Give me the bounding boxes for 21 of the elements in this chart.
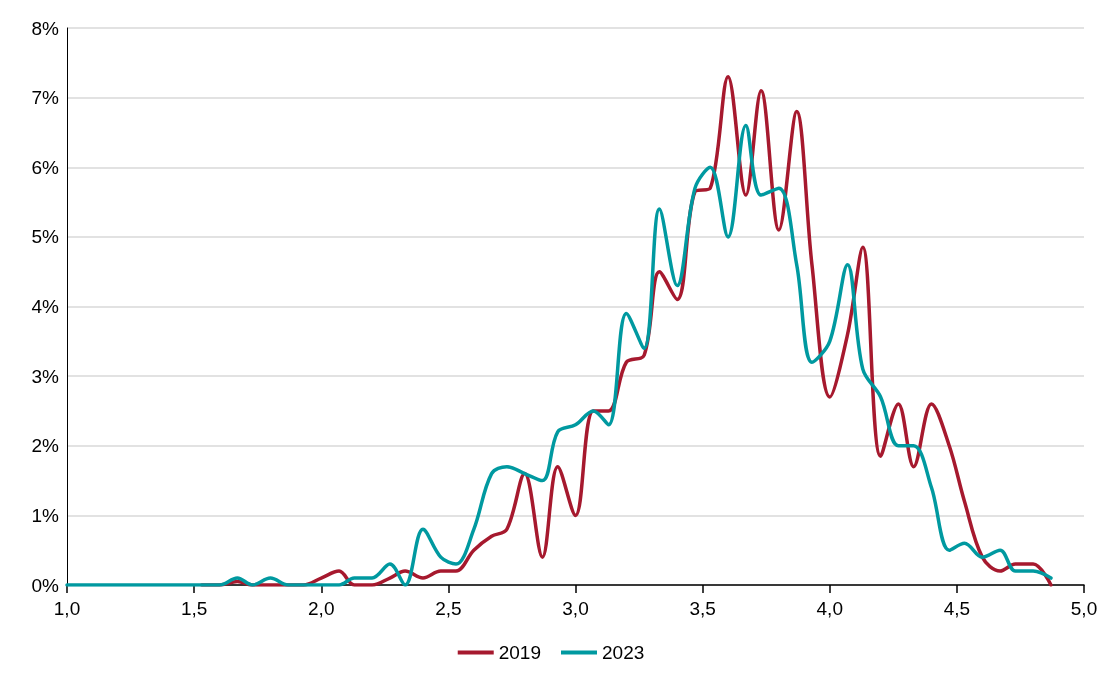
x-tick-label: 4,5 xyxy=(943,598,971,619)
y-tick-label: 1% xyxy=(31,504,60,526)
x-tick-label: 2,5 xyxy=(435,598,462,619)
legend-label: 2019 xyxy=(498,642,542,663)
y-tick-label: 0% xyxy=(31,574,60,596)
y-tick-label: 5% xyxy=(31,226,60,248)
x-tick-label: 4,0 xyxy=(816,598,843,619)
y-tick-label: 2% xyxy=(31,435,60,457)
legend-label: 2023 xyxy=(602,642,645,663)
y-tick-label: 6% xyxy=(31,156,60,178)
y-tick-label: 4% xyxy=(31,296,60,317)
y-tick-label: 3% xyxy=(31,365,60,387)
x-tick-label: 5,0 xyxy=(1070,598,1098,619)
y-tick-label: 7% xyxy=(31,87,60,109)
x-tick-label: 3,0 xyxy=(562,598,589,619)
x-tick-label: 1,5 xyxy=(180,598,208,619)
line-series xyxy=(65,123,1053,587)
y-tick-label: 8% xyxy=(31,17,60,39)
x-tick-label: 2,0 xyxy=(308,598,335,619)
x-tick-label: 3,5 xyxy=(689,598,716,619)
x-tick-label: 1,0 xyxy=(53,598,81,619)
